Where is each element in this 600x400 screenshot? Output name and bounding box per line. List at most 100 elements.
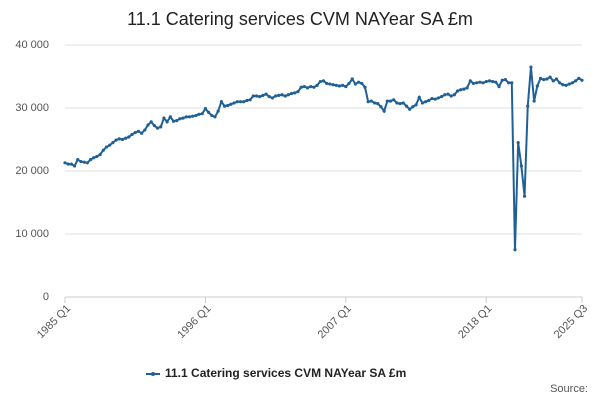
point <box>117 137 121 141</box>
point <box>321 79 326 83</box>
point <box>379 105 383 109</box>
point <box>404 104 409 108</box>
point <box>108 143 112 147</box>
point <box>366 100 370 104</box>
point <box>360 81 364 86</box>
point <box>369 99 373 103</box>
point <box>207 110 211 115</box>
point <box>468 79 472 83</box>
point <box>350 77 354 81</box>
point <box>248 98 252 102</box>
point <box>564 83 568 87</box>
point <box>446 92 450 96</box>
point <box>66 162 70 166</box>
point <box>184 115 188 119</box>
point <box>191 114 195 118</box>
point <box>200 112 204 116</box>
point <box>283 94 287 98</box>
point <box>245 98 249 103</box>
point <box>315 83 319 87</box>
point <box>455 89 460 93</box>
point <box>168 115 172 119</box>
point <box>363 85 367 89</box>
point <box>484 79 488 84</box>
point <box>318 79 322 84</box>
point <box>104 145 109 149</box>
point <box>542 78 546 82</box>
point <box>296 90 300 94</box>
point <box>293 91 297 95</box>
y-tick-label: 30 000 <box>15 102 49 114</box>
point <box>95 154 99 159</box>
point <box>519 164 523 168</box>
legend-label: 11.1 Catering services CVM NAYear SA £m <box>165 366 406 380</box>
point <box>554 77 559 81</box>
point <box>561 83 565 87</box>
point <box>72 164 77 168</box>
y-tick-label: 20 000 <box>15 165 49 177</box>
point <box>238 100 243 104</box>
point <box>232 101 236 105</box>
point <box>475 81 479 85</box>
point <box>538 76 543 80</box>
point <box>500 78 504 82</box>
point <box>114 138 118 142</box>
point <box>522 194 527 198</box>
point <box>264 92 268 96</box>
point <box>462 87 466 91</box>
point <box>286 93 290 97</box>
point <box>353 82 358 86</box>
point <box>136 129 141 133</box>
point <box>181 116 185 120</box>
point <box>558 81 562 85</box>
point <box>146 123 150 127</box>
point <box>388 99 393 103</box>
point <box>577 76 581 80</box>
point <box>309 84 313 89</box>
point <box>274 94 278 98</box>
point <box>194 113 198 118</box>
point <box>277 93 281 97</box>
point <box>76 158 80 162</box>
point <box>289 91 294 96</box>
point <box>567 82 571 86</box>
point <box>79 159 83 164</box>
point <box>417 95 421 99</box>
point <box>372 101 377 105</box>
point <box>101 148 105 152</box>
point <box>69 162 73 166</box>
point <box>487 79 492 83</box>
series-line <box>64 66 583 250</box>
x-tick-label: 2007 Q1 <box>316 303 354 341</box>
point <box>280 93 284 97</box>
point <box>155 126 160 130</box>
point <box>133 130 137 135</box>
point <box>334 83 338 87</box>
point <box>325 81 329 86</box>
point <box>478 80 482 84</box>
point <box>337 84 342 88</box>
point <box>580 78 584 82</box>
point <box>526 104 530 108</box>
y-tick-label: 40 000 <box>15 39 49 51</box>
point <box>229 102 233 106</box>
point <box>392 98 396 102</box>
point <box>92 156 96 160</box>
point <box>510 81 514 85</box>
point <box>305 86 310 90</box>
y-tick-label: 10 000 <box>15 228 49 240</box>
point <box>532 99 536 103</box>
point <box>139 131 144 135</box>
point <box>63 161 67 165</box>
point <box>357 80 361 84</box>
point <box>471 81 476 86</box>
point <box>203 107 208 111</box>
point <box>414 103 418 107</box>
point <box>222 104 227 108</box>
point <box>251 94 255 98</box>
point <box>312 85 316 89</box>
point <box>130 132 134 137</box>
point <box>210 113 214 118</box>
point <box>491 79 495 84</box>
